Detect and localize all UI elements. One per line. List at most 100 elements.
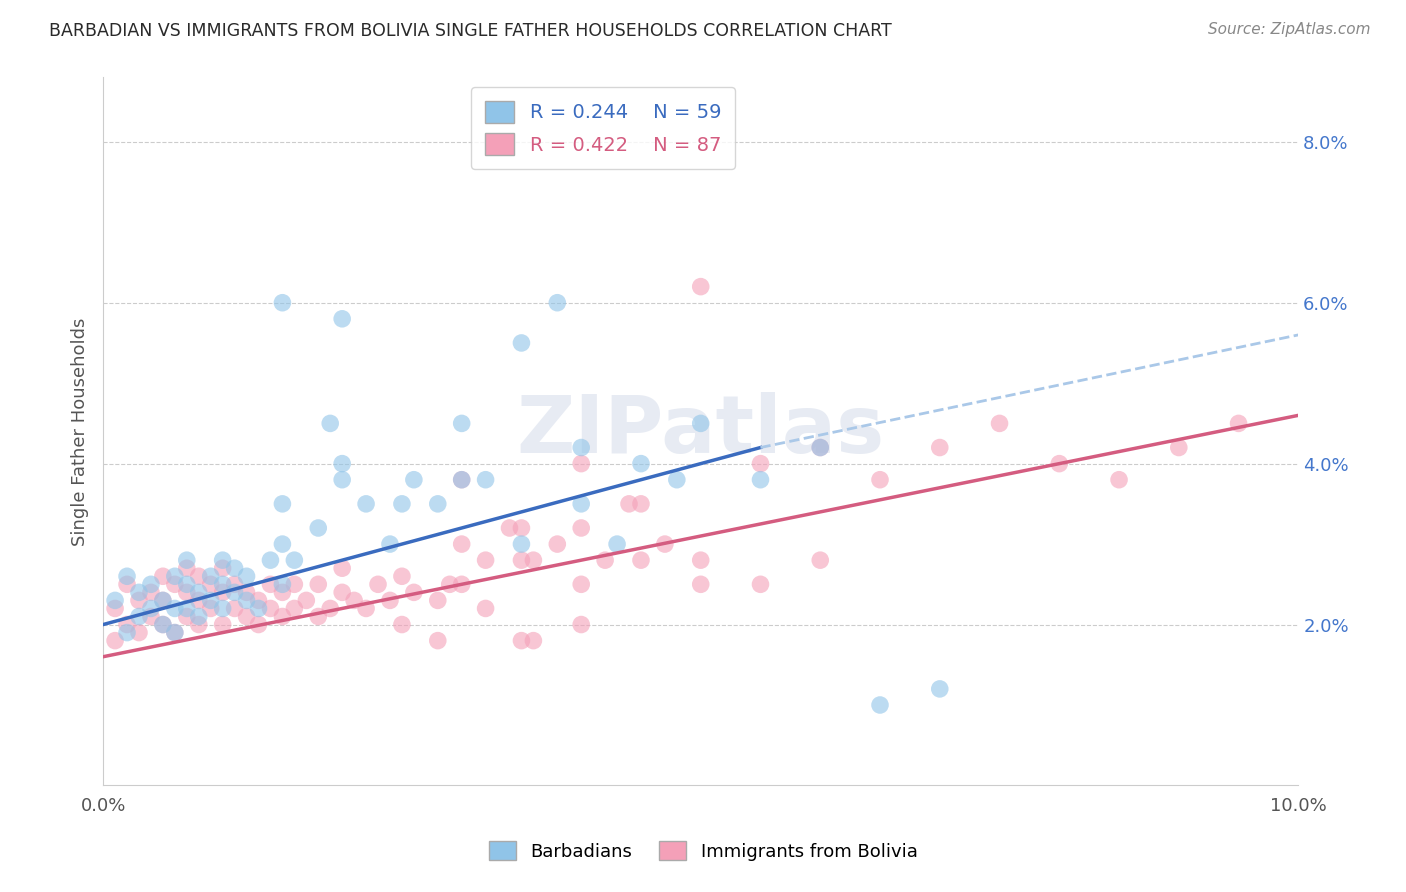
Point: [749, 473, 772, 487]
Point: [152, 593, 174, 607]
Point: [330, 473, 353, 487]
Point: [343, 593, 366, 607]
Point: [510, 521, 533, 535]
Y-axis label: Single Father Households: Single Father Households: [72, 318, 89, 546]
Point: [510, 633, 533, 648]
Point: [450, 473, 472, 487]
Point: [330, 311, 353, 326]
Point: [139, 601, 162, 615]
Point: [1227, 417, 1250, 431]
Point: [450, 473, 472, 487]
Point: [522, 553, 544, 567]
Point: [211, 601, 233, 615]
Point: [128, 585, 150, 599]
Point: [235, 593, 257, 607]
Point: [115, 617, 138, 632]
Point: [378, 537, 401, 551]
Point: [163, 577, 186, 591]
Point: [139, 585, 162, 599]
Point: [307, 577, 329, 591]
Legend: R = 0.244    N = 59, R = 0.422    N = 87: R = 0.244 N = 59, R = 0.422 N = 87: [471, 87, 735, 169]
Point: [689, 417, 711, 431]
Point: [187, 609, 209, 624]
Point: [104, 601, 127, 615]
Point: [402, 585, 425, 599]
Point: [224, 561, 246, 575]
Point: [630, 497, 652, 511]
Point: [187, 585, 209, 599]
Point: [283, 577, 305, 591]
Point: [271, 295, 294, 310]
Point: [152, 593, 174, 607]
Point: [176, 609, 198, 624]
Text: ZIPatlas: ZIPatlas: [516, 392, 884, 470]
Text: BARBADIAN VS IMMIGRANTS FROM BOLIVIA SINGLE FATHER HOUSEHOLDS CORRELATION CHART: BARBADIAN VS IMMIGRANTS FROM BOLIVIA SIN…: [49, 22, 891, 40]
Point: [176, 585, 198, 599]
Point: [139, 577, 162, 591]
Point: [152, 617, 174, 632]
Point: [224, 585, 246, 599]
Point: [593, 553, 616, 567]
Text: Source: ZipAtlas.com: Source: ZipAtlas.com: [1208, 22, 1371, 37]
Point: [808, 441, 831, 455]
Point: [689, 553, 711, 567]
Point: [247, 601, 270, 615]
Point: [259, 553, 281, 567]
Point: [1047, 457, 1070, 471]
Point: [869, 698, 891, 712]
Point: [283, 601, 305, 615]
Point: [200, 577, 222, 591]
Point: [271, 537, 294, 551]
Point: [522, 633, 544, 648]
Point: [128, 625, 150, 640]
Point: [988, 417, 1011, 431]
Point: [104, 633, 127, 648]
Point: [1167, 441, 1189, 455]
Point: [307, 521, 329, 535]
Point: [928, 441, 950, 455]
Point: [163, 601, 186, 615]
Point: [176, 561, 198, 575]
Point: [450, 577, 472, 591]
Point: [163, 625, 186, 640]
Point: [426, 497, 449, 511]
Point: [152, 569, 174, 583]
Point: [510, 553, 533, 567]
Point: [115, 577, 138, 591]
Point: [235, 609, 257, 624]
Point: [354, 497, 377, 511]
Point: [259, 577, 281, 591]
Point: [176, 601, 198, 615]
Point: [259, 601, 281, 615]
Point: [163, 569, 186, 583]
Point: [319, 417, 342, 431]
Point: [187, 617, 209, 632]
Point: [330, 585, 353, 599]
Point: [247, 617, 270, 632]
Point: [391, 617, 413, 632]
Point: [402, 473, 425, 487]
Point: [211, 585, 233, 599]
Point: [474, 473, 496, 487]
Point: [283, 553, 305, 567]
Point: [128, 593, 150, 607]
Point: [163, 625, 186, 640]
Point: [869, 473, 891, 487]
Point: [176, 577, 198, 591]
Point: [330, 561, 353, 575]
Point: [115, 569, 138, 583]
Point: [665, 473, 688, 487]
Point: [510, 335, 533, 350]
Point: [474, 601, 496, 615]
Point: [367, 577, 389, 591]
Point: [569, 497, 592, 511]
Legend: Barbadians, Immigrants from Bolivia: Barbadians, Immigrants from Bolivia: [479, 832, 927, 870]
Point: [224, 577, 246, 591]
Point: [271, 577, 294, 591]
Point: [224, 601, 246, 615]
Point: [546, 295, 568, 310]
Point: [187, 569, 209, 583]
Point: [271, 585, 294, 599]
Point: [211, 553, 233, 567]
Point: [319, 601, 342, 615]
